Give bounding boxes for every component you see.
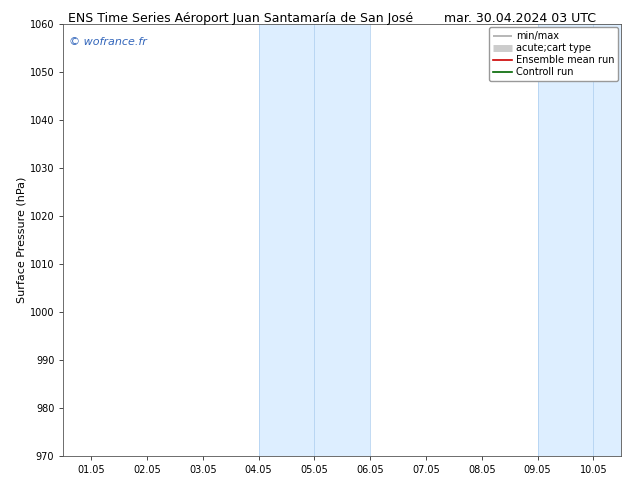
Text: ENS Time Series Aéroport Juan Santamaría de San José: ENS Time Series Aéroport Juan Santamaría… — [68, 12, 413, 25]
Bar — [259, 24, 370, 456]
Text: © wofrance.fr: © wofrance.fr — [69, 37, 147, 48]
Bar — [538, 24, 621, 456]
Legend: min/max, acute;cart type, Ensemble mean run, Controll run: min/max, acute;cart type, Ensemble mean … — [489, 27, 618, 81]
Y-axis label: Surface Pressure (hPa): Surface Pressure (hPa) — [17, 177, 27, 303]
Text: mar. 30.04.2024 03 UTC: mar. 30.04.2024 03 UTC — [444, 12, 596, 25]
